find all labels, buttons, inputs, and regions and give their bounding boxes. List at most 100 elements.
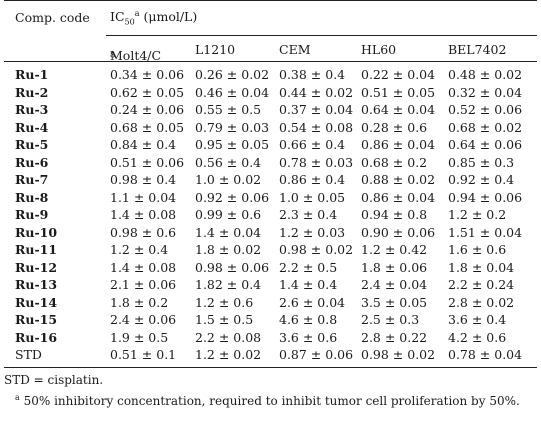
ic50-value-cell: 0.99 ± 0.6 <box>195 207 262 222</box>
ic50-value-cell: 0.68 ± 0.2 <box>361 154 428 170</box>
ic50-value-cell: 0.98 ± 0.02 <box>279 242 354 257</box>
ic50-value-cell: 2.2 ± 0.24 <box>448 277 515 292</box>
ic50-value-cell: 0.85 ± 0.3 <box>448 154 515 170</box>
ic50-value-cell: 2.4 ± 0.06 <box>110 312 177 327</box>
ic50-value-cell: 0.64 ± 0.06 <box>448 137 523 152</box>
ic50-value-cell: 0.26 ± 0.02 <box>195 67 270 82</box>
compound-code: Ru-9 <box>15 207 49 222</box>
ic50-value-cell: 4.2 ± 0.6 <box>448 329 507 345</box>
ic50-value-cell: 1.51 ± 0.04 <box>448 224 523 240</box>
ic50-value-cell: 2.8 ± 0.22 <box>361 329 428 345</box>
table-row: Ru-1 0.34 ± 0.06 0.26 ± 0.02 0.38 ± 0.4 0.22… <box>4 66 537 84</box>
table-row: Ru-2 0.62 ± 0.05 0.46 ± 0.04 0.44 ± 0.02 0.5… <box>4 84 537 102</box>
compound-code: Ru-8 <box>15 189 49 205</box>
ic50-value-cell: 0.86 ± 0.04 <box>361 137 436 152</box>
ic50-value-cell: 1.4 ± 0.4 <box>279 277 338 292</box>
ic50-value-cell: 0.98 ± 0.6 <box>110 224 177 240</box>
ic50-unit: (μmol/L) <box>143 9 198 25</box>
ic50-main: IC <box>110 9 125 25</box>
ic50-value-cell: 1.82 ± 0.4 <box>195 277 262 292</box>
ic50-value-cell: 1.4 ± 0.08 <box>110 259 177 275</box>
std-note: STD = cisplatin. <box>4 372 104 387</box>
table-row: Ru-11 1.2 ± 0.4 1.8 ± 0.02 0.98 ± 0.02 1.2 ±… <box>4 241 537 259</box>
ic50-value-cell: 0.68 ± 0.05 <box>110 119 185 135</box>
header-row-2: Molt4/C 8 L1210 CEM HL60 BEL7402 <box>4 36 537 63</box>
ic50-value-cell: 0.38 ± 0.4 <box>279 67 346 82</box>
ic50-value-cell: 0.55 ± 0.5 <box>195 102 262 117</box>
ic50-value-cell: 1.1 ± 0.04 <box>110 189 177 205</box>
ic50-value-cell: 0.24 ± 0.06 <box>110 102 185 117</box>
ic50-table: Comp. code IC50a (μmol/L) Molt4/C 8 L1210… <box>4 0 537 410</box>
ic50-value-cell: 1.6 ± 0.6 <box>448 242 507 257</box>
ic50-value-cell: 0.92 ± 0.4 <box>448 172 515 187</box>
compound-code: Ru-10 <box>15 224 58 240</box>
table-row: Ru-16 1.9 ± 0.5 2.2 ± 0.08 3.6 ± 0.6 2.8 ± 0… <box>4 329 537 347</box>
ic50-value-cell: 1.0 ± 0.02 <box>195 172 262 187</box>
ic50-value-cell: 0.98 ± 0.06 <box>195 259 270 275</box>
ic50-value-cell: 0.88 ± 0.02 <box>361 172 436 187</box>
ic50-value-cell: 0.51 ± 0.05 <box>361 84 436 100</box>
ic50-value-cell: 0.98 ± 0.02 <box>361 347 436 362</box>
ic50-footnote-mark: a <box>134 9 140 18</box>
table-row: Ru-4 0.68 ± 0.05 0.79 ± 0.03 0.54 ± 0.08 0.2… <box>4 119 537 137</box>
ic50-value-cell: 0.62 ± 0.05 <box>110 84 185 100</box>
compound-code-header: Comp. code <box>15 10 90 25</box>
compound-code: Ru-6 <box>15 154 49 170</box>
ic50-value-cell: 1.8 ± 0.02 <box>195 242 262 257</box>
ic50-value-cell: 1.9 ± 0.5 <box>110 329 169 345</box>
ic50-value-cell: 2.4 ± 0.04 <box>361 277 428 292</box>
table-row: Ru-8 1.1 ± 0.04 0.92 ± 0.06 1.0 ± 0.05 0.86 … <box>4 189 537 207</box>
ic50-value-cell: 1.8 ± 0.06 <box>361 259 428 275</box>
ic50-value-cell: 0.78 ± 0.04 <box>448 347 523 362</box>
ic50-value-cell: 1.8 ± 0.04 <box>448 259 515 275</box>
ic50-value-cell: 0.54 ± 0.08 <box>279 119 354 135</box>
table-row: Ru-12 1.4 ± 0.08 0.98 ± 0.06 2.2 ± 0.5 1.8 ±… <box>4 259 537 277</box>
compound-code: Ru-4 <box>15 119 49 135</box>
ic50-value-cell: 0.98 ± 0.4 <box>110 172 177 187</box>
ic50-value-cell: 0.84 ± 0.4 <box>110 137 177 152</box>
ic50-value-cell: 0.37 ± 0.04 <box>279 102 354 117</box>
compound-code: Ru-3 <box>15 102 49 117</box>
ic50-value-cell: 1.2 ± 0.4 <box>110 242 169 257</box>
column-header-molt4-text: Molt4/C <box>110 48 162 63</box>
column-header-cem: CEM <box>279 42 311 57</box>
ic50-value-cell: 0.64 ± 0.04 <box>361 102 436 117</box>
compound-code: Ru-12 <box>15 259 58 275</box>
table-row: Ru-5 0.84 ± 0.4 0.95 ± 0.05 0.66 ± 0.4 0.86 … <box>4 136 537 154</box>
ic50-value-cell: 0.79 ± 0.03 <box>195 119 270 135</box>
ic50-value-cell: 1.8 ± 0.2 <box>110 294 169 310</box>
ic50-value-cell: 1.5 ± 0.5 <box>195 312 254 327</box>
table-row: Ru-3 0.24 ± 0.06 0.55 ± 0.5 0.37 ± 0.04 0.64… <box>4 101 537 119</box>
ic50-value-cell: 0.68 ± 0.02 <box>448 119 523 135</box>
table-row: Ru-13 2.1 ± 0.06 1.82 ± 0.4 1.4 ± 0.4 2.4 ± … <box>4 276 537 294</box>
ic50-value-cell: 0.44 ± 0.02 <box>279 84 354 100</box>
ic50-value-cell: 0.48 ± 0.02 <box>448 67 523 82</box>
table-row: Ru-10 0.98 ± 0.6 1.4 ± 0.04 1.2 ± 0.03 0.90 … <box>4 224 537 242</box>
ic50-value-cell: 3.6 ± 0.4 <box>448 312 507 327</box>
table-body: Ru-1 0.34 ± 0.06 0.26 ± 0.02 0.38 ± 0.4 0.22… <box>4 62 537 367</box>
ic50-underline-rule <box>106 35 537 36</box>
column-header-l1210: L1210 <box>195 42 236 57</box>
ic50-value-cell: 2.6 ± 0.04 <box>279 294 346 310</box>
ic50-value-cell: 2.8 ± 0.02 <box>448 294 515 310</box>
ic50-value-cell: 2.2 ± 0.08 <box>195 329 262 345</box>
compound-code: Ru-7 <box>15 172 49 187</box>
ic50-value-cell: 2.5 ± 0.3 <box>361 312 420 327</box>
table-row: Ru-15 2.4 ± 0.06 1.5 ± 0.5 4.6 ± 0.8 2.5 ± 0… <box>4 311 537 329</box>
table-row: Ru-6 0.51 ± 0.06 0.56 ± 0.4 0.78 ± 0.03 0.68… <box>4 154 537 172</box>
ic50-value-cell: 0.78 ± 0.03 <box>279 154 354 170</box>
ic50-value-cell: 4.6 ± 0.8 <box>279 312 338 327</box>
footnote-a: a 50% inhibitory concentration, required… <box>4 389 537 410</box>
compound-code: Ru-5 <box>15 137 49 152</box>
ic50-value-cell: 3.6 ± 0.6 <box>279 329 338 345</box>
ic50-value-cell: 0.51 ± 0.1 <box>110 347 177 362</box>
ic50-value-cell: 1.0 ± 0.05 <box>279 189 346 205</box>
header-row-1: Comp. code IC50a (μmol/L) <box>4 1 537 36</box>
column-header-hl60: HL60 <box>361 42 397 57</box>
column-header-molt4-subscript: 8 <box>110 50 116 60</box>
ic50-value-cell: 1.2 ± 0.6 <box>195 294 254 310</box>
ic50-value-cell: 0.46 ± 0.04 <box>195 84 270 100</box>
ic50-value-cell: 0.51 ± 0.06 <box>110 154 185 170</box>
ic50-header: IC50a (μmol/L) <box>110 9 197 27</box>
footnote-mark: a <box>15 392 20 402</box>
